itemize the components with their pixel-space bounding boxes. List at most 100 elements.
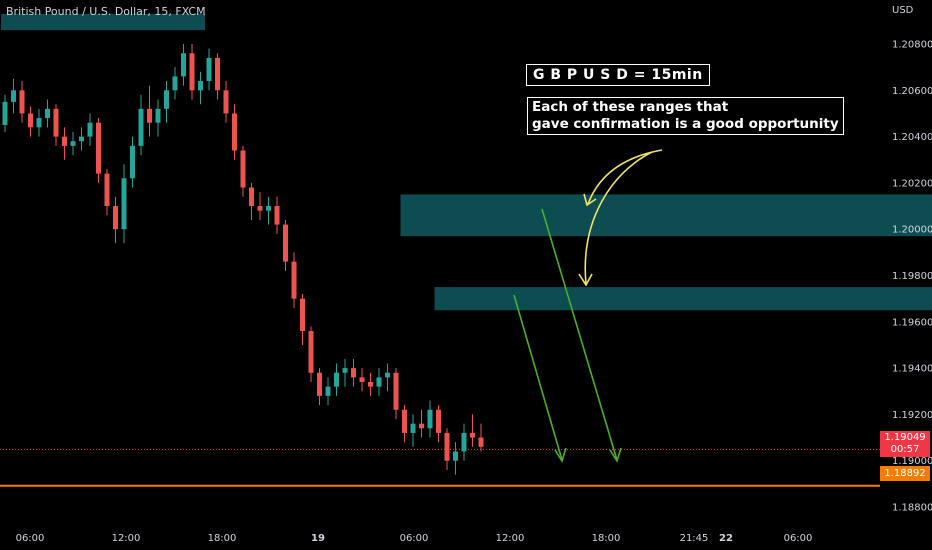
candle xyxy=(291,252,297,308)
candle xyxy=(206,48,212,91)
zone-2 xyxy=(400,194,932,237)
candle-body xyxy=(45,108,50,119)
y-tick-label: 1.19200 xyxy=(892,410,932,421)
currency-label[interactable]: USD xyxy=(892,5,914,16)
candle xyxy=(325,377,331,406)
candle-body xyxy=(402,409,407,433)
yellow-arrow-2-head xyxy=(578,273,593,287)
candle xyxy=(189,44,195,100)
candle-body xyxy=(130,145,135,179)
candle-body xyxy=(113,206,118,230)
candle xyxy=(87,113,93,146)
candle-body xyxy=(291,261,297,299)
x-tick-label: 06:00 xyxy=(16,533,45,544)
candle-body xyxy=(436,409,441,433)
candle-body xyxy=(453,451,458,461)
candle-body xyxy=(240,150,246,188)
candle xyxy=(232,104,237,160)
candle-body xyxy=(223,90,229,114)
candle-body xyxy=(342,368,348,373)
candle-body xyxy=(70,141,76,146)
x-tick-label: 21:45 xyxy=(680,533,709,544)
candle-body xyxy=(19,90,25,114)
green-arrow-1 xyxy=(513,294,563,461)
candle xyxy=(342,358,348,387)
candle xyxy=(45,99,50,128)
yellow-arrow-1-head xyxy=(583,193,597,207)
candle-body xyxy=(11,90,16,102)
candle xyxy=(402,405,407,443)
candle-body xyxy=(478,437,484,447)
candle xyxy=(198,71,203,105)
annotation-note-line-1: Each of these ranges that xyxy=(532,99,729,115)
zone-1 xyxy=(1,13,205,31)
candle-body xyxy=(87,122,93,137)
candle xyxy=(113,196,118,244)
candle-body xyxy=(215,57,220,91)
candle xyxy=(393,368,399,420)
candle-body xyxy=(300,298,305,332)
candle-body xyxy=(79,136,84,142)
candle-body xyxy=(121,178,127,230)
candle xyxy=(79,127,84,151)
candle xyxy=(70,131,76,156)
candle xyxy=(130,136,135,188)
annotation-title: G B P U S D = 15min xyxy=(526,64,710,86)
candle xyxy=(410,414,416,447)
candle xyxy=(427,400,433,438)
candle xyxy=(334,363,339,396)
candle-body xyxy=(2,101,8,126)
candle-body xyxy=(189,53,195,91)
candle-body xyxy=(104,173,110,207)
x-tick-label: 06:00 xyxy=(784,533,813,544)
candle xyxy=(274,196,280,234)
annotation-note-line-2: gave confirmation is a good opportunity xyxy=(532,116,839,132)
candle-body xyxy=(410,423,416,433)
candle-body xyxy=(53,108,59,137)
x-tick-label: 06:00 xyxy=(400,533,429,544)
candle-body xyxy=(232,113,237,151)
candle-body xyxy=(317,372,322,396)
candle xyxy=(308,326,314,382)
candle xyxy=(385,363,390,392)
candle xyxy=(478,423,484,452)
candle-body xyxy=(138,108,144,146)
candle-body xyxy=(249,187,254,207)
candle xyxy=(359,368,365,392)
candle-body xyxy=(164,90,169,109)
annotation-note: Each of these ranges that gave confirmat… xyxy=(527,97,844,135)
candle-body xyxy=(147,108,152,123)
current-price-value: 1.19049 xyxy=(884,432,926,443)
candle xyxy=(368,372,373,396)
candle xyxy=(223,81,229,123)
candle-body xyxy=(36,118,42,128)
candle xyxy=(215,53,220,100)
candle xyxy=(283,219,288,271)
candle xyxy=(257,192,263,220)
candle xyxy=(470,414,475,447)
y-tick-label: 1.19000 xyxy=(892,456,932,467)
y-tick-label: 1.20200 xyxy=(892,178,932,189)
candle-body xyxy=(266,206,271,211)
candle xyxy=(138,94,144,156)
candle xyxy=(419,409,424,438)
candle xyxy=(11,78,16,114)
candle xyxy=(444,428,450,470)
level-price-tag: 1.18892 xyxy=(880,466,930,481)
y-tick-label: 1.20600 xyxy=(892,86,932,97)
candle xyxy=(36,108,42,137)
zone-3 xyxy=(434,287,932,311)
y-tick-label: 1.20000 xyxy=(892,225,932,236)
candle-body xyxy=(62,136,67,146)
y-tick-label: 1.20800 xyxy=(892,40,932,51)
candle xyxy=(376,368,382,396)
y-tick-label: 1.19400 xyxy=(892,364,932,375)
candle-body xyxy=(334,372,339,387)
candle xyxy=(96,118,101,183)
current-price-tag: 1.19049 00:57 xyxy=(880,431,930,457)
candle xyxy=(436,405,441,443)
symbol-title[interactable]: British Pound / U.S. Dollar, 15, FXCM xyxy=(6,5,206,18)
candle-countdown: 00:57 xyxy=(890,444,920,455)
y-tick-label: 1.19800 xyxy=(892,271,932,282)
